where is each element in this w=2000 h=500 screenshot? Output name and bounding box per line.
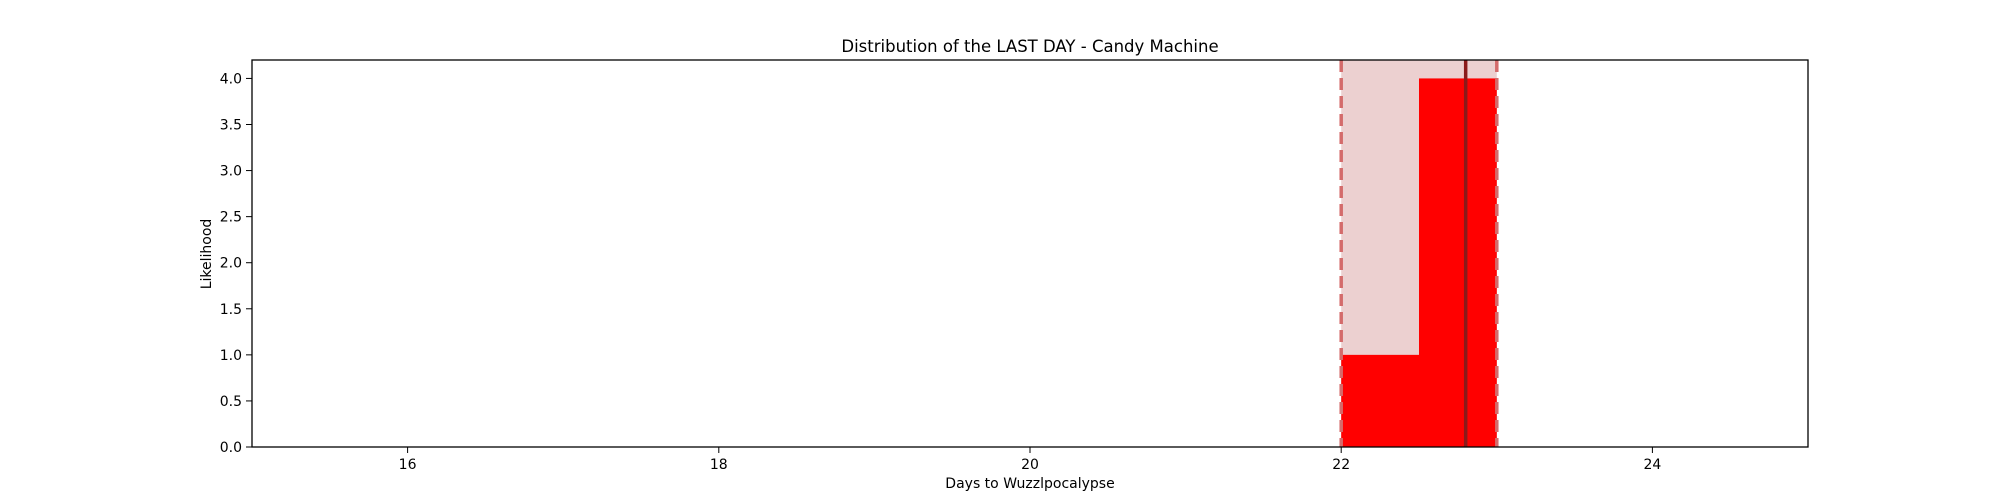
histogram-bar-1 [1341, 354, 1419, 447]
x-axis-label: Days to Wuzzlpocalypse [945, 476, 1114, 492]
plot-frame [251, 59, 1809, 448]
x-tick-label: 22 [1332, 457, 1350, 473]
y-tick-label: 3.0 [220, 164, 242, 180]
bars-layer [1341, 78, 1497, 447]
chart-title: Distribution of the LAST DAY - Candy Mac… [841, 37, 1218, 56]
y-tick-label: 3.5 [220, 118, 242, 134]
y-tick-label: 0.0 [220, 440, 242, 456]
y-ticks: 0.0 0.5 1.0 1.5 2.0 2.5 3.0 3.5 4.0 [220, 71, 252, 456]
y-tick-label: 1.5 [220, 302, 242, 318]
x-tick-label: 20 [1021, 457, 1039, 473]
y-tick-label: 4.0 [220, 71, 242, 87]
x-tick-label: 24 [1643, 457, 1661, 473]
x-tick-label: 18 [710, 457, 728, 473]
y-tick-label: 0.5 [220, 394, 242, 410]
y-tick-label: 1.0 [220, 348, 242, 364]
y-axis-label: Likelihood [199, 219, 215, 290]
x-tick-label: 16 [399, 457, 417, 473]
y-tick-label: 2.5 [220, 210, 242, 226]
x-ticks: 16 18 20 22 24 [399, 447, 1661, 473]
histogram-bar-2 [1419, 78, 1497, 447]
y-tick-label: 2.0 [220, 256, 242, 272]
lines-layer [1339, 60, 1499, 447]
